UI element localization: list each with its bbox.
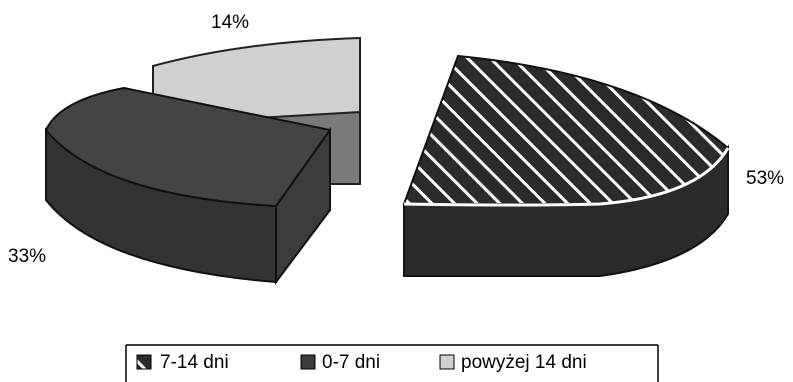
slice-powyzej-14-dni-top (152, 36, 361, 126)
legend-swatch-light (439, 354, 455, 370)
legend-item-0-7-dni[interactable]: 0-7 dni (300, 352, 380, 373)
slice-0-7-dni-top (44, 86, 332, 208)
legend-label-7-14-dni: 7-14 dni (160, 352, 229, 373)
legend: 7-14 dni 0-7 dni powyżej 14 dni (125, 344, 659, 382)
legend-item-powyzej-14-dni[interactable]: powyżej 14 dni (439, 352, 587, 373)
slice-7-14-dni-top (402, 54, 730, 205)
legend-swatch-hatched (136, 354, 152, 370)
slice-7-14-dni[interactable] (402, 54, 730, 277)
slice-label-7-14-dni: 53% (746, 168, 784, 189)
legend-label-powyzej-14-dni: powyżej 14 dni (461, 352, 587, 373)
legend-item-7-14-dni[interactable]: 7-14 dni (136, 352, 229, 373)
slice-0-7-dni[interactable] (44, 86, 332, 285)
slice-label-powyzej-14-dni: 14% (211, 12, 249, 33)
slice-label-0-7-dni: 33% (8, 246, 46, 267)
legend-swatch-dark (300, 354, 316, 370)
legend-label-0-7-dni: 0-7 dni (322, 352, 380, 373)
